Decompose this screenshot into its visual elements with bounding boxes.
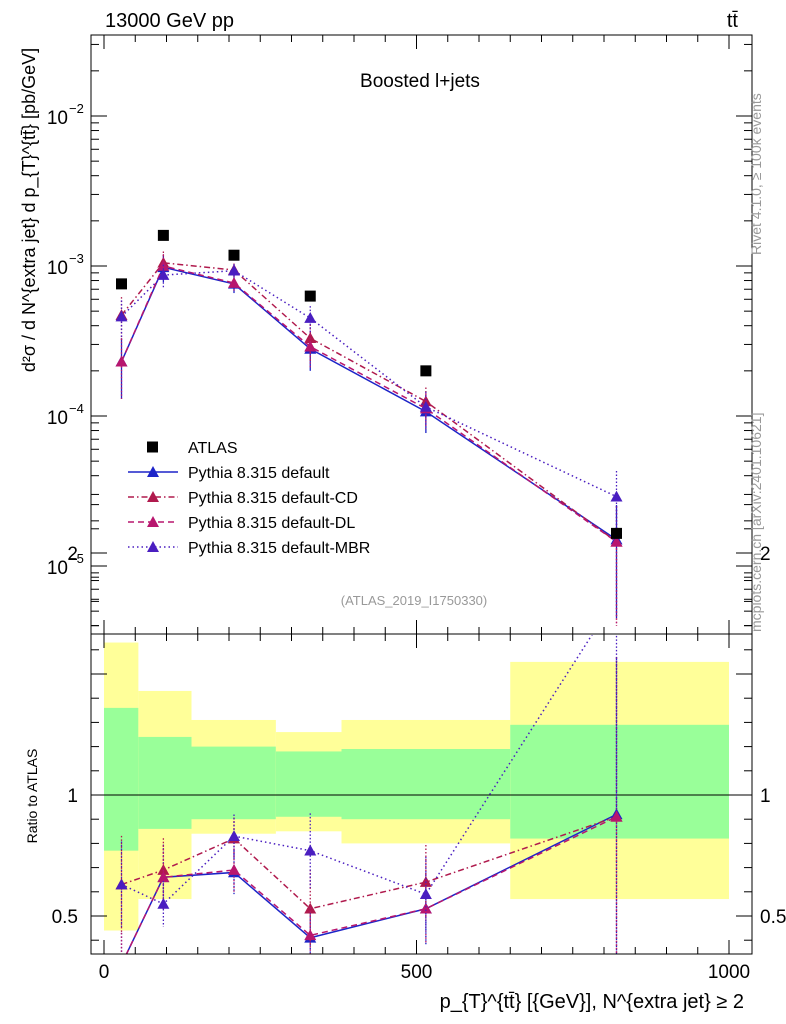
y-tick-label: 10: [47, 558, 68, 579]
y-tick-label: 10: [47, 258, 68, 279]
x-tick-label: 1000: [708, 962, 750, 983]
ratio-point: [115, 878, 128, 890]
series-point: [157, 269, 170, 280]
legend-label: Pythia 8.315 default-MBR: [188, 540, 370, 557]
legend-marker: [147, 516, 159, 527]
ratio-plot-frame: [90, 633, 753, 955]
ratio-tick-label: 2: [67, 544, 78, 565]
y-axis-title: d²σ / d N^{extra jet} d p_{T}^{tt̄} [pb/…: [19, 48, 40, 372]
process-label: tt̄: [727, 10, 739, 32]
legend-label: Pythia 8.315 default-DL: [188, 515, 355, 532]
series-point: [304, 340, 317, 352]
ratio-point: [610, 810, 623, 822]
ratio-band-green: [341, 749, 511, 820]
ratio-point: [157, 864, 170, 875]
mcplots-label: mcplots.cern.ch [arXiv:2401.10621]: [748, 413, 764, 632]
ratio-band-green: [275, 751, 342, 817]
series-line: [120, 262, 617, 543]
series-point: [115, 355, 128, 367]
series-point: [304, 312, 317, 323]
series-point: [228, 264, 240, 276]
series-point: [115, 310, 128, 322]
legend-marker: [147, 441, 158, 453]
ratio-point: [116, 958, 128, 969]
ratio-point: [228, 830, 240, 841]
atlas-data-point: [304, 290, 316, 302]
ratio-series-line: [125, 816, 617, 954]
rivet-label: Rivet 4.1.0, ≥ 100k events: [748, 93, 764, 255]
x-tick-label: 500: [401, 962, 433, 983]
series-point: [304, 332, 317, 344]
series-point: [228, 277, 240, 288]
y-tick-exponent: −5: [69, 551, 84, 566]
legend-label: Pythia 8.315 default-CD: [188, 490, 358, 507]
ratio-point: [228, 864, 240, 875]
ratio-band-green: [138, 736, 192, 829]
ratio-tick-label-right: 1: [760, 786, 771, 807]
y-tick-label: 10: [47, 408, 68, 429]
series-line: [120, 269, 617, 498]
y-tick-label: 10: [47, 108, 68, 129]
series-point: [610, 490, 623, 502]
ratio-point: [419, 902, 432, 914]
ratio-point: [157, 871, 170, 883]
ratio-tick-label: 0.5: [52, 907, 78, 928]
plot-title: Boosted l+jets: [360, 71, 480, 92]
ratio-point: [304, 929, 317, 941]
atlas-data-point: [611, 527, 622, 539]
legend-marker: [147, 541, 159, 552]
ratio-band-green: [104, 707, 139, 851]
legend: ATLAS Pythia 8.315 default Pythia 8.315 de…: [128, 440, 370, 557]
series-point: [610, 535, 623, 547]
ratio-tick-label: 1: [67, 786, 78, 807]
atlas-data-point: [228, 249, 240, 261]
y-tick-exponent: −3: [69, 251, 84, 266]
ratio-point: [419, 888, 432, 900]
main-series-layer: [115, 229, 623, 626]
legend-marker: [147, 491, 159, 502]
ratio-tick-label-right: 2: [760, 544, 771, 565]
legend-marker: [147, 466, 159, 477]
y-tick-exponent: −4: [69, 401, 84, 416]
ratio-y-axis-title: Ratio to ATLAS: [24, 749, 40, 844]
atlas-data-point: [157, 229, 169, 241]
ratio-series-layer: [115, 635, 623, 969]
ratio-point: [157, 897, 170, 909]
legend-label: Pythia 8.315 default: [188, 465, 330, 482]
energy-label: 13000 GeV pp: [105, 10, 234, 32]
atlas-data-point: [420, 365, 432, 377]
analysis-id: (ATLAS_2019_I1750330): [341, 593, 487, 608]
x-tick-label: 0: [99, 962, 110, 983]
x-axis-title: p_{T}^{tt̄} [{GeV}], N^{extra jet} ≥ 2: [440, 991, 744, 1013]
ratio-tick-label-right: 0.5: [760, 907, 786, 928]
y-tick-exponent: −2: [69, 101, 84, 116]
legend-label: ATLAS: [188, 440, 238, 457]
series-point: [419, 400, 432, 412]
ratio-point: [304, 844, 317, 856]
ratio-band-green: [191, 746, 276, 820]
ratio-point: [116, 958, 128, 969]
ratio-uncertainty-bands: [104, 642, 729, 931]
series-line: [120, 266, 617, 541]
atlas-data-point: [116, 278, 127, 290]
ratio-series-line: [121, 816, 617, 910]
